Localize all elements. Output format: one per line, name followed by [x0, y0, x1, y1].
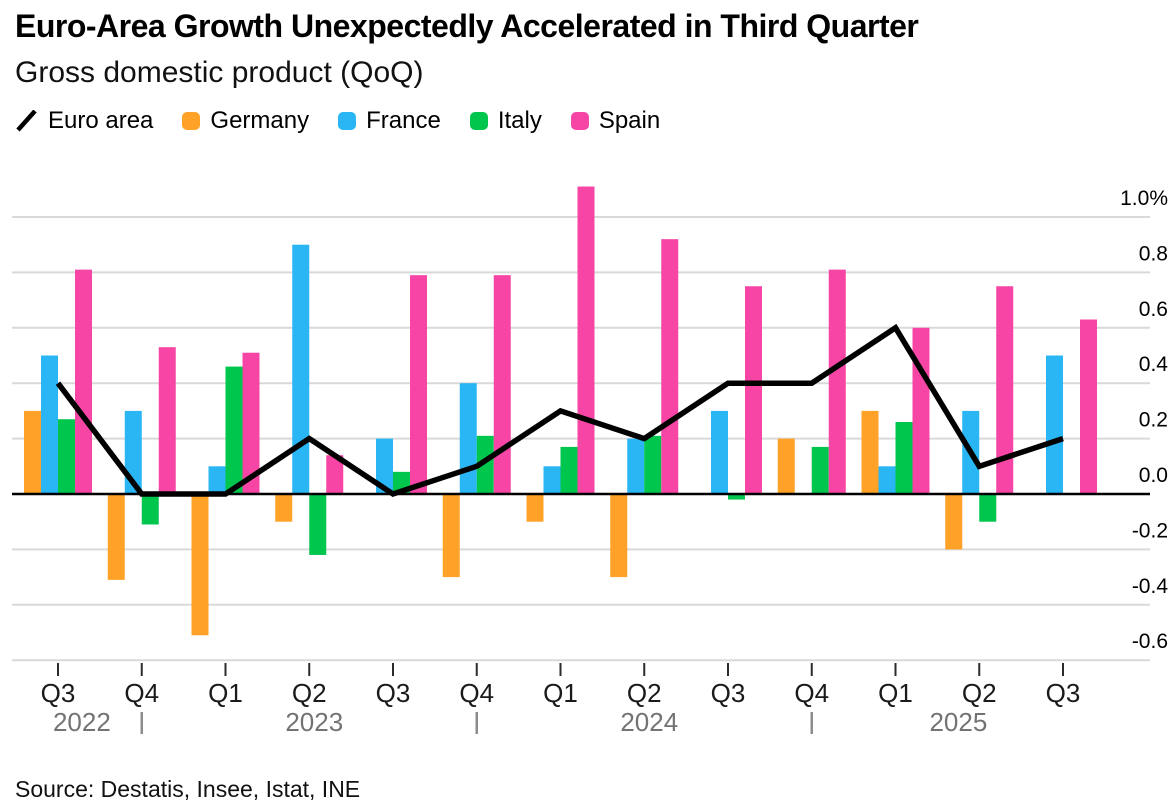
y-axis-label: -0.4 — [1132, 575, 1169, 598]
legend-label: France — [366, 107, 441, 134]
euro-area-line-swatch-icon — [16, 110, 37, 132]
x-axis-quarter-label: Q4 — [794, 678, 829, 708]
gdp-chart-canvas: 1.0% 0.8 0.6 0.4 0.2 0.0 -0.2 -0.4 -0.6 Q3 Q4 Q1 Q2 Q… — [12, 186, 1169, 737]
italy-swatch-icon — [469, 112, 488, 130]
legend-label: Germany — [210, 107, 310, 134]
legend-label: Spain — [598, 107, 661, 134]
bar-france-q1-2025 — [878, 466, 896, 494]
chart-legend: Euro area Germany France Italy Spain — [16, 107, 660, 135]
france-swatch-icon — [338, 112, 357, 130]
bar-spain-q1-2025 — [912, 327, 930, 494]
bar-germany-q4-2023 — [442, 494, 460, 578]
bar-france-q2-2023 — [292, 244, 310, 494]
bar-france-q1-2024 — [543, 466, 561, 494]
x-axis-quarter-label: Q4 — [124, 678, 159, 708]
bar-italy-q4-2024 — [811, 446, 829, 494]
bar-italy-q2-2023 — [309, 494, 327, 555]
x-axis-quarter-label: Q2 — [627, 678, 662, 708]
bar-spain-q4-2023 — [493, 275, 511, 494]
x-axis-quarter-label: Q3 — [41, 678, 76, 708]
y-axis-label: 0.2 — [1139, 409, 1168, 432]
spain-swatch-icon — [570, 112, 589, 130]
x-axis-quarter-label: Q2 — [962, 678, 997, 708]
y-axis-label: 1.0% — [1120, 187, 1168, 210]
bar-italy-q1-2023 — [225, 366, 243, 494]
bar-germany-q4-2024 — [777, 438, 795, 494]
bar-germany-q2-2023 — [275, 494, 293, 522]
bar-france-q3-2025 — [1046, 355, 1063, 494]
bar-germany-q2-2025 — [945, 494, 963, 550]
euro-area-line — [55, 323, 1064, 498]
bar-germany-q3-2022 — [24, 410, 41, 494]
bar-italy-q4-2023 — [476, 435, 494, 494]
bar-france-q3-2022 — [41, 355, 58, 494]
bar-spain-q1-2023 — [242, 352, 260, 494]
legend-label: Italy — [497, 107, 542, 134]
x-axis-quarter-label: Q3 — [711, 678, 746, 708]
x-axis-quarter-label: Q1 — [208, 678, 243, 708]
bar-germany-q4-2022 — [107, 494, 125, 580]
y-axis-label: 0.8 — [1139, 242, 1168, 265]
chart-title: Euro-Area Growth Unexpectedly Accelerate… — [15, 8, 919, 44]
gdp-chart: 1.0% 0.8 0.6 0.4 0.2 0.0 -0.2 -0.4 -0.6 Q3 Q4 Q1 Q2 Q… — [12, 186, 1169, 737]
bar-germany-q1-2025 — [861, 410, 879, 494]
legend-item-italy: Italy — [469, 107, 542, 135]
bar-france-q1-2023 — [208, 466, 226, 494]
bar-france-q2-2024 — [627, 438, 645, 494]
bar-italy-q2-2024 — [644, 435, 662, 494]
bar-spain-q4-2024 — [828, 269, 846, 494]
bar-spain-q3-2023 — [410, 275, 427, 494]
y-axis-label: 0.4 — [1139, 353, 1169, 376]
legend-item-germany: Germany — [182, 107, 309, 135]
x-axis-quarter-label: Q4 — [459, 678, 494, 708]
bar-france-q3-2024 — [711, 410, 728, 494]
bar-italy-q4-2022 — [141, 494, 159, 525]
source-note: Source: Destatis, Insee, Istat, INE — [15, 776, 361, 802]
x-axis-quarter-label: Q3 — [376, 678, 411, 708]
legend-item-euro-area: Euro area — [16, 107, 153, 135]
chart-subtitle: Gross domestic product (QoQ) — [15, 56, 424, 89]
bar-germany-q2-2024 — [610, 494, 628, 578]
x-axis-quarter-label: Q1 — [878, 678, 913, 708]
y-axis-label: 0.0 — [1139, 464, 1168, 487]
y-axis-label: -0.6 — [1132, 630, 1168, 653]
germany-swatch-icon — [182, 112, 201, 130]
bar-germany-q1-2023 — [191, 494, 209, 636]
x-axis-year-label: 2023 — [285, 707, 343, 737]
bar-italy-q2-2025 — [979, 494, 997, 522]
bar-spain-q2-2024 — [661, 239, 679, 494]
bar-italy-q1-2025 — [895, 421, 913, 494]
bar-spain-q4-2022 — [158, 347, 176, 494]
legend-item-spain: Spain — [570, 107, 661, 135]
bar-spain-q3-2024 — [745, 286, 762, 494]
bar-italy-q3-2022 — [58, 419, 75, 494]
y-axis-label: -0.2 — [1132, 519, 1168, 542]
legend-item-france: France — [338, 107, 441, 135]
bar-germany-q1-2024 — [526, 494, 544, 522]
x-axis-year-label: 2024 — [620, 707, 678, 737]
x-axis-quarter-label: Q1 — [543, 678, 578, 708]
bar-france-q3-2023 — [376, 438, 393, 494]
bar-spain-q3-2025 — [1080, 319, 1097, 494]
legend-label: Euro area — [48, 107, 154, 134]
bar-italy-q1-2024 — [560, 446, 578, 494]
bar-italy-q3-2024 — [728, 494, 745, 500]
bar-spain-q2-2025 — [996, 286, 1014, 494]
x-axis-year-label: 2025 — [929, 707, 987, 737]
x-axis-quarter-label: Q3 — [1046, 678, 1081, 708]
bar-spain-q1-2024 — [577, 186, 595, 494]
x-axis-year-label: 2022 — [53, 707, 111, 737]
x-axis-quarter-label: Q2 — [292, 678, 327, 708]
y-axis-label: 0.6 — [1139, 298, 1168, 321]
bar-france-q4-2023 — [459, 383, 477, 494]
bar-spain-q3-2022 — [75, 269, 92, 494]
bar-spain-q2-2023 — [326, 455, 344, 494]
